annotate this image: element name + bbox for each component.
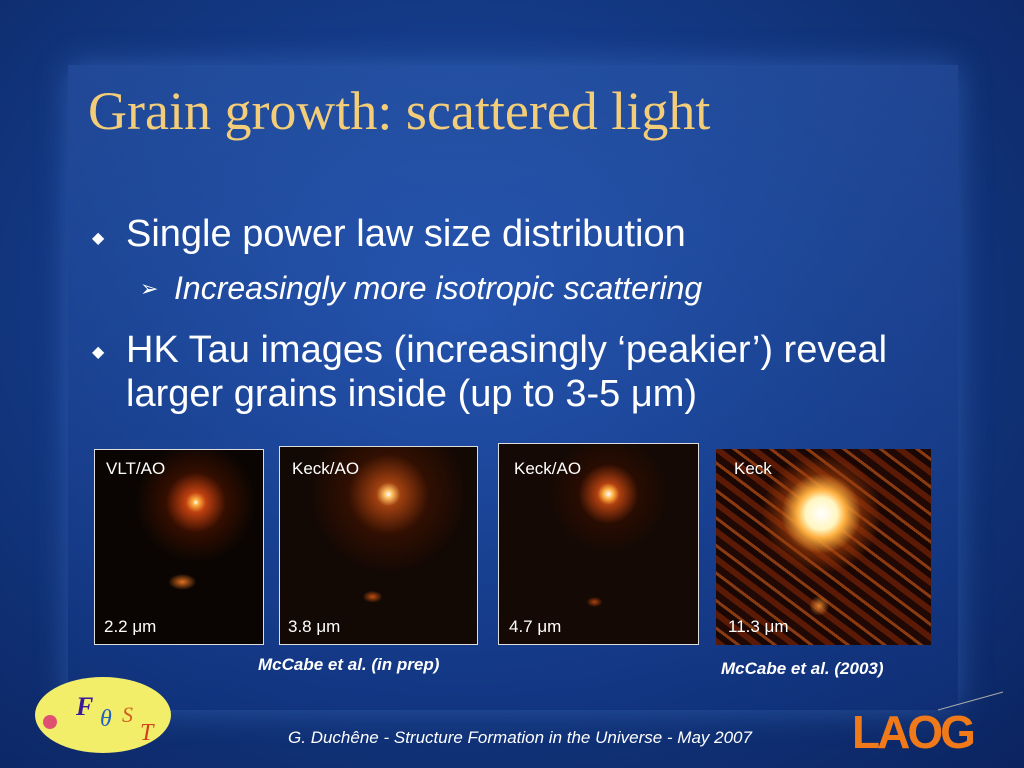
fost-logo: F θ S T bbox=[35, 677, 171, 753]
footer: G. Duchêne - Structure Formation in the … bbox=[288, 728, 752, 747]
slide-title: Grain growth: scattered light bbox=[88, 81, 711, 141]
logo-letter: T bbox=[140, 720, 155, 746]
image-label: Keck/AO bbox=[292, 459, 360, 478]
bullet: Single power law size distribution bbox=[126, 213, 686, 255]
logo-letter: F bbox=[75, 692, 93, 721]
wavelength-label: 2.2 μm bbox=[104, 617, 157, 636]
sub-bullet: Increasingly more isotropic scattering bbox=[174, 270, 703, 306]
bullet-marker: ◆ bbox=[92, 344, 105, 361]
logo-text: LAOG bbox=[852, 706, 973, 758]
logo-ellipse bbox=[35, 677, 171, 753]
citation: McCabe et al. (in prep) bbox=[258, 655, 440, 674]
logo-line bbox=[937, 691, 1004, 711]
logo-letter: S bbox=[122, 702, 133, 727]
logo-letter: θ bbox=[100, 706, 112, 732]
bullet-marker: ◆ bbox=[92, 230, 105, 247]
image bbox=[94, 449, 264, 645]
citation: McCabe et al. (2003) bbox=[721, 659, 884, 678]
wavelength-label: 4.7 μm bbox=[509, 617, 562, 636]
laog-logo: LAOG bbox=[852, 691, 1004, 758]
wavelength-label: 3.8 μm bbox=[288, 617, 341, 636]
image-label: Keck/AO bbox=[514, 459, 582, 478]
image-label: Keck bbox=[734, 459, 772, 478]
image bbox=[279, 446, 478, 645]
logo-dot bbox=[43, 715, 57, 729]
bullet: HK Tau images (increasingly ‘peakier’) r… bbox=[126, 329, 888, 415]
image-label: VLT/AO bbox=[106, 459, 166, 478]
image bbox=[716, 449, 931, 645]
sub-bullet-marker: ➢ bbox=[140, 276, 159, 301]
wavelength-label: 11.3 μm bbox=[728, 617, 789, 636]
image bbox=[498, 443, 699, 645]
